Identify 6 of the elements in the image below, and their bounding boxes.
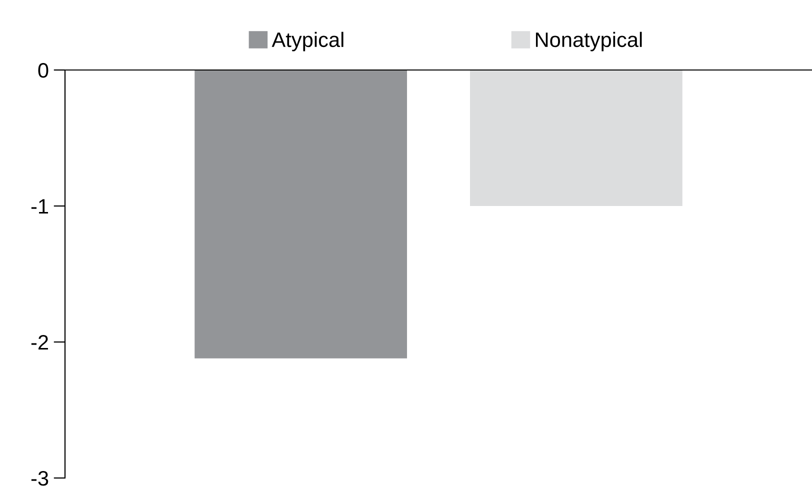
y-tick-label: -1	[31, 199, 48, 214]
y-tick-label: -2	[31, 335, 48, 350]
y-tick-label: 0	[38, 63, 48, 78]
legend-label: Atypical	[272, 32, 344, 52]
legend-label: Nonatypical	[536, 32, 642, 52]
y-tick-label: -3	[31, 471, 48, 486]
